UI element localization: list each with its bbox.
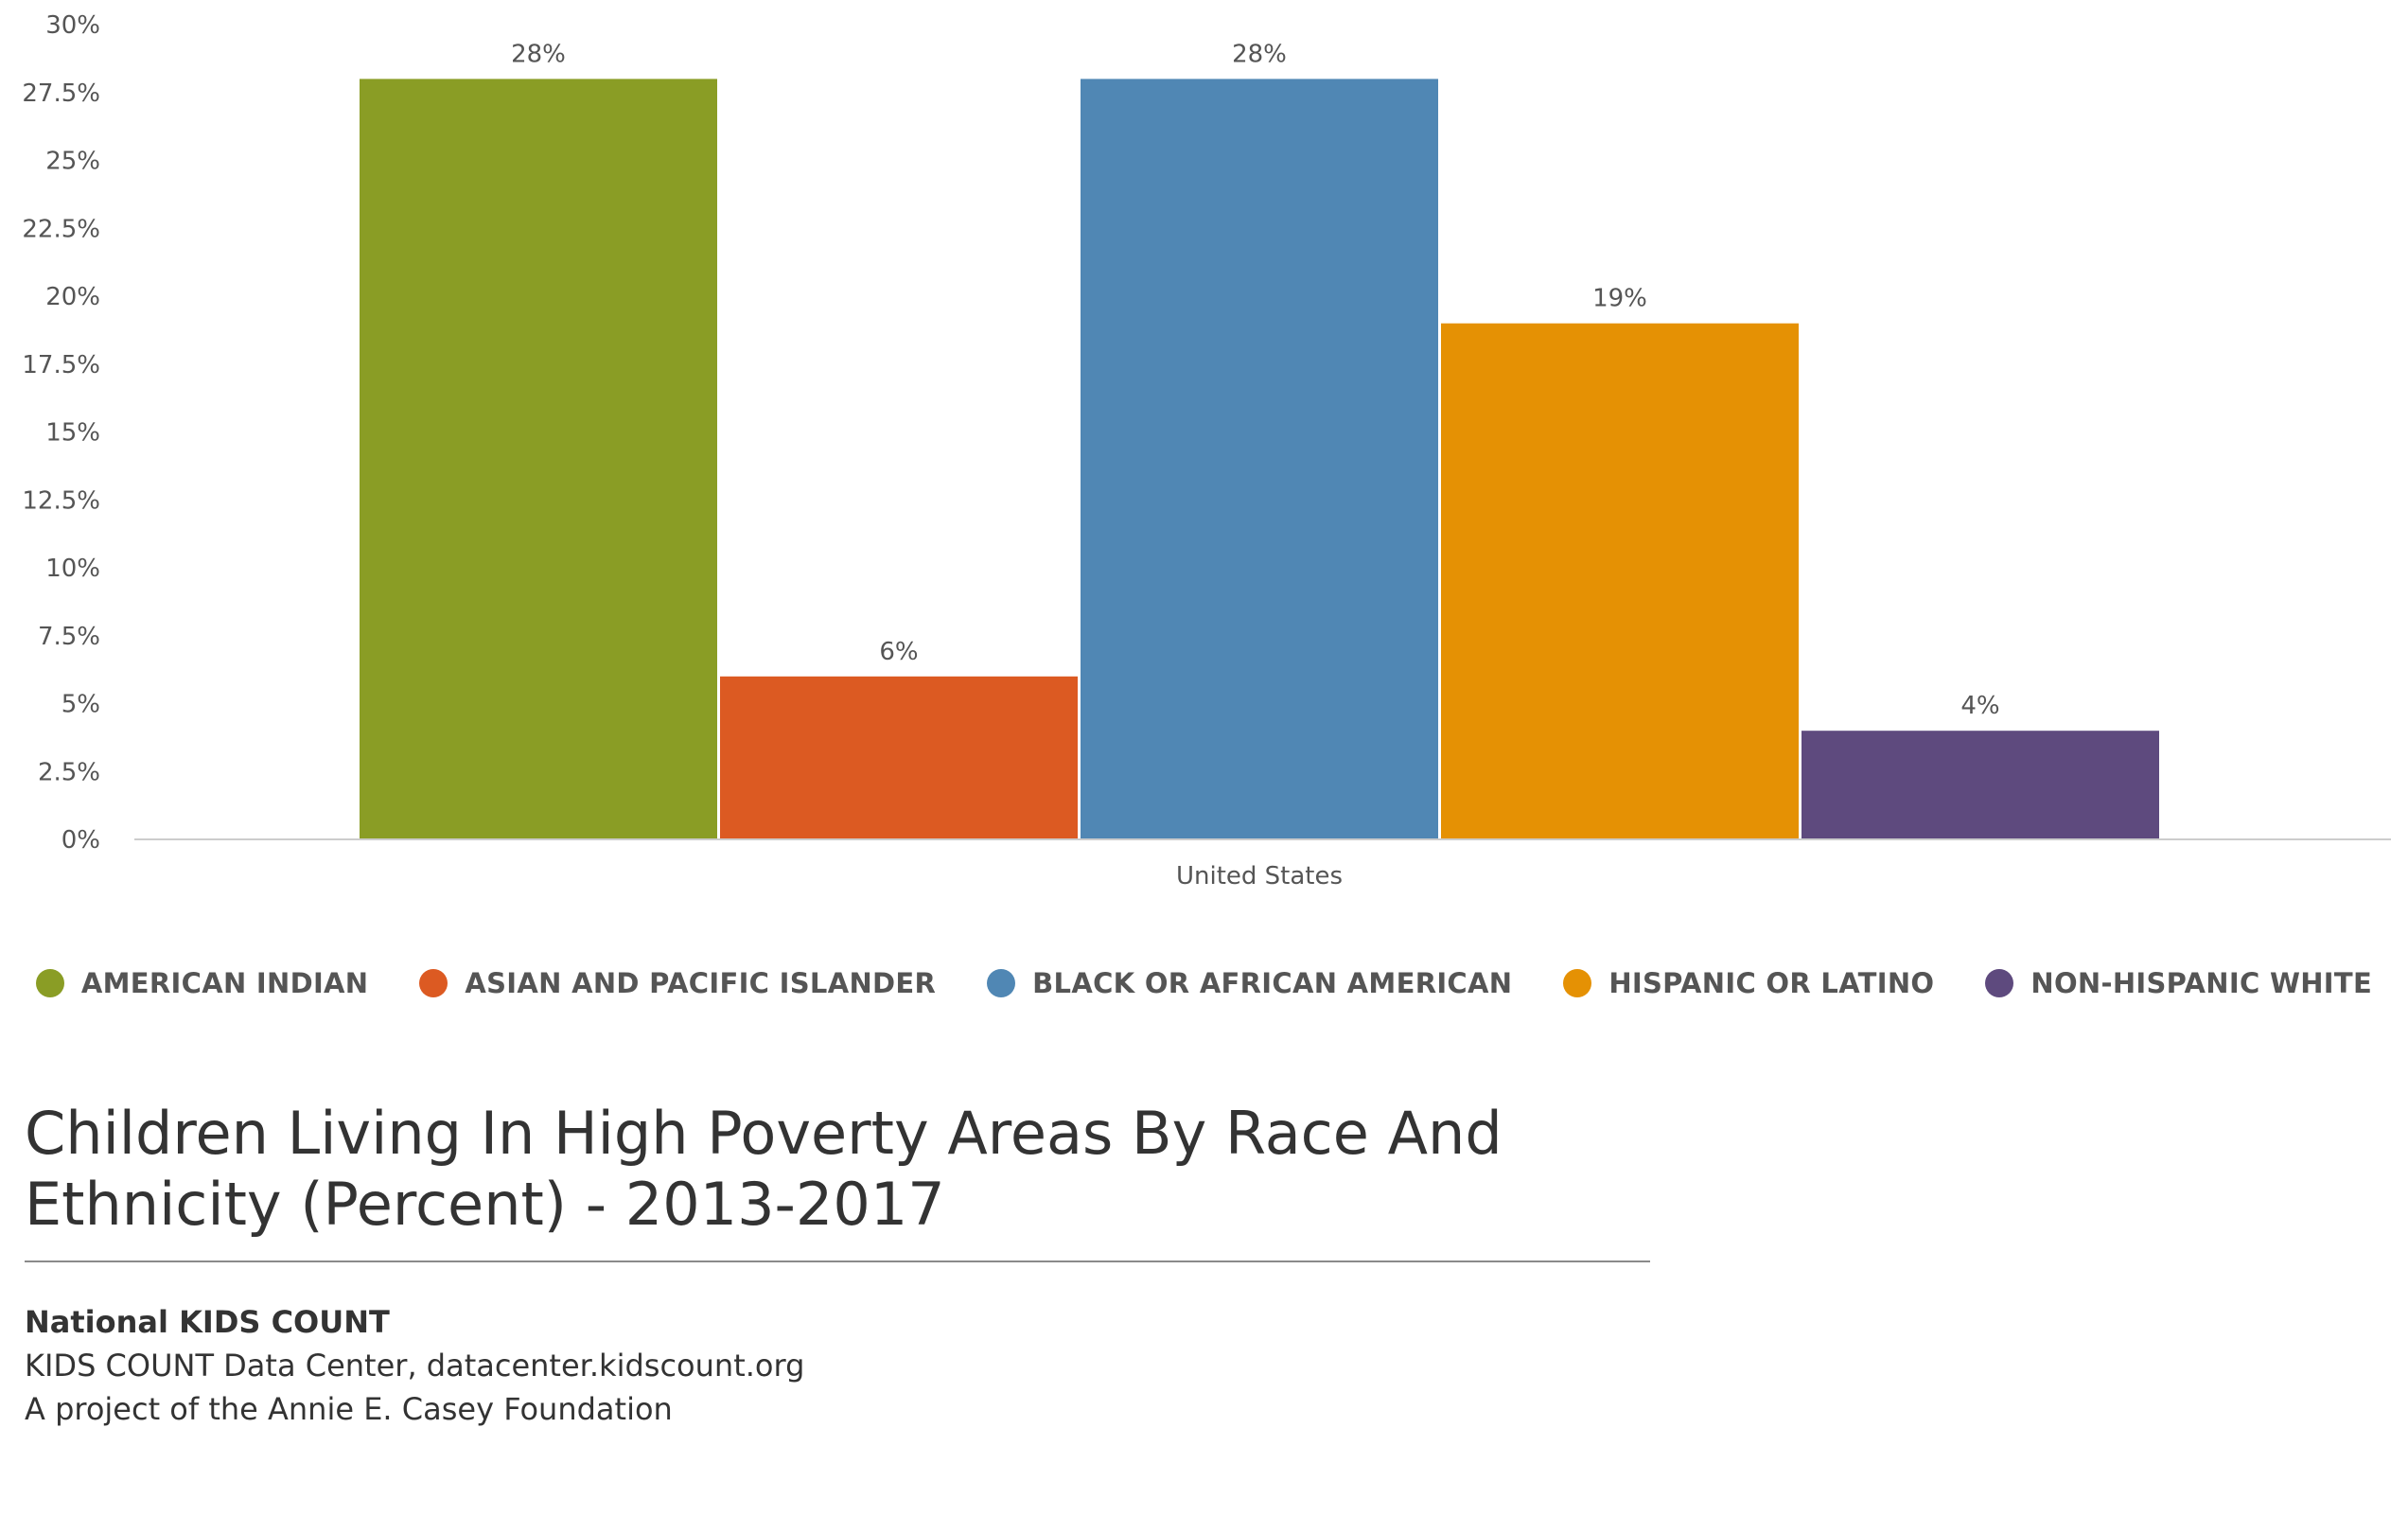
legend-item[interactable]: ASIAN AND PACIFIC ISLANDER <box>419 967 936 999</box>
legend: AMERICAN INDIAN ASIAN AND PACIFIC ISLANDE… <box>0 967 2408 999</box>
y-tick-label: 27.5% <box>22 79 100 108</box>
y-tick-label: 15% <box>45 419 100 448</box>
footer: National KIDS COUNT KIDS COUNT Data Cent… <box>25 1300 804 1431</box>
legend-label: HISPANIC OR LATINO <box>1608 967 1935 999</box>
y-tick-label: 25% <box>45 148 100 176</box>
legend-label: AMERICAN INDIAN <box>80 967 369 999</box>
y-tick-label: 10% <box>45 555 100 583</box>
y-tick-label: 20% <box>45 283 100 311</box>
legend-item[interactable]: AMERICAN INDIAN <box>35 967 369 999</box>
y-tick-label: 5% <box>62 691 100 719</box>
legend-item[interactable]: BLACK OR AFRICAN AMERICAN <box>987 967 1512 999</box>
legend-marker <box>1563 969 1592 997</box>
y-tick-label: 0% <box>62 826 100 855</box>
bar-chart: 0% 2.5% 5% 7.5% 10% 12.5% 15% 17.5% 20% 22.5% 25% 2… <box>22 11 2391 890</box>
bar-hispanic-or-latino[interactable] <box>1441 323 1799 839</box>
data-labels: 28% 6% 28% 19% 4% <box>511 40 2000 720</box>
bar-asian-and-pacific-islander[interactable] <box>720 676 1078 839</box>
legend-marker <box>35 969 64 997</box>
footer-org: National KIDS COUNT <box>25 1304 390 1340</box>
data-label: 4% <box>1960 692 1999 720</box>
legend-item[interactable]: NON-HISPANIC WHITE <box>1985 967 2372 999</box>
y-tick-label: 7.5% <box>38 623 100 651</box>
y-tick-label: 2.5% <box>38 758 100 786</box>
legend-item[interactable]: HISPANIC OR LATINO <box>1563 967 1934 999</box>
bar-non-hispanic-white[interactable] <box>1802 731 2159 839</box>
bar-american-indian[interactable] <box>360 79 717 839</box>
legend-marker <box>419 969 448 997</box>
legend-label: ASIAN AND PACIFIC ISLANDER <box>465 967 937 999</box>
legend-marker <box>987 969 1016 997</box>
title-divider <box>25 1260 1650 1262</box>
x-axis: United States <box>1176 862 1343 890</box>
x-category-label: United States <box>1176 862 1343 890</box>
data-label: 19% <box>1592 285 1647 313</box>
bars <box>360 79 2159 839</box>
y-tick-label: 30% <box>45 11 100 40</box>
y-tick-label: 22.5% <box>22 215 100 243</box>
chart-title: Children Living In High Poverty Areas By… <box>25 1099 1503 1239</box>
legend-label: BLACK OR AFRICAN AMERICAN <box>1032 967 1513 999</box>
y-tick-label: 17.5% <box>22 351 100 379</box>
legend-marker <box>1985 969 2014 997</box>
data-label: 28% <box>1232 40 1287 68</box>
legend-label: NON-HISPANIC WHITE <box>2030 967 2373 999</box>
data-label: 28% <box>511 40 566 68</box>
data-label: 6% <box>879 638 918 666</box>
footer-project: A project of the Annie E. Casey Foundati… <box>25 1391 673 1427</box>
y-tick-label: 12.5% <box>22 486 100 515</box>
y-axis: 0% 2.5% 5% 7.5% 10% 12.5% 15% 17.5% 20% 22.5% 25% 2… <box>22 11 100 855</box>
footer-source: KIDS COUNT Data Center, datacenter.kidsc… <box>25 1348 805 1384</box>
bar-black-or-african-american[interactable] <box>1081 79 1438 839</box>
